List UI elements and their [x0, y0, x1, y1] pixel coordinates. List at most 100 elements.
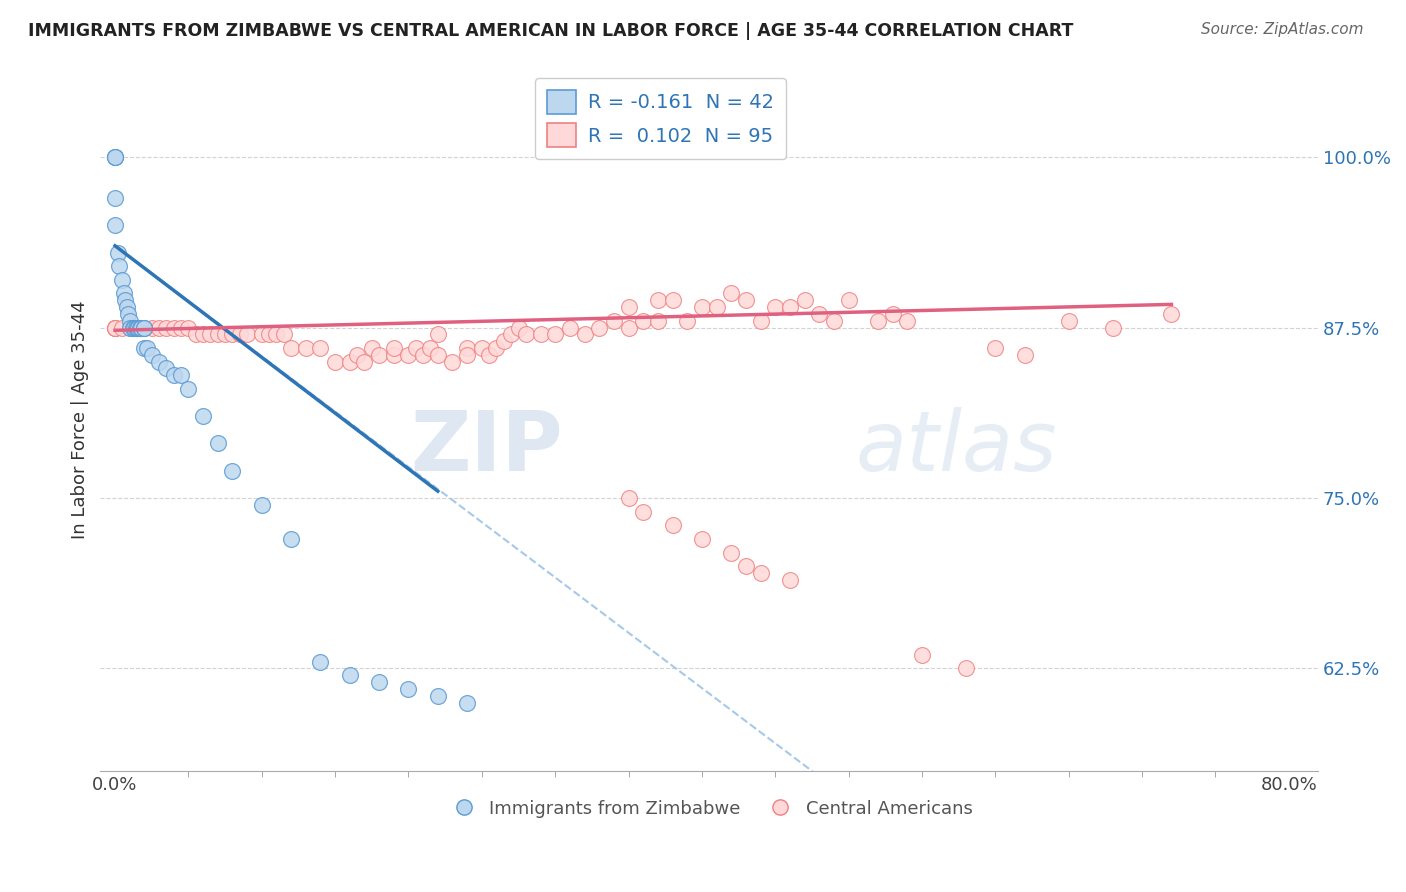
Point — [749, 314, 772, 328]
Point — [617, 300, 640, 314]
Point — [121, 320, 143, 334]
Point — [104, 150, 127, 164]
Point — [911, 648, 934, 662]
Point — [129, 320, 152, 334]
Point — [257, 327, 280, 342]
Point — [280, 341, 302, 355]
Point — [412, 348, 434, 362]
Point — [250, 498, 273, 512]
Point — [866, 314, 889, 328]
Point — [501, 327, 523, 342]
Point — [720, 545, 742, 559]
Point — [405, 341, 427, 355]
Point — [763, 300, 786, 314]
Point — [107, 245, 129, 260]
Point — [529, 327, 551, 342]
Point — [191, 409, 214, 424]
Point — [346, 348, 368, 362]
Point — [125, 320, 148, 334]
Point — [779, 300, 801, 314]
Point — [104, 320, 127, 334]
Point — [122, 320, 145, 334]
Point — [508, 320, 530, 334]
Point — [426, 348, 449, 362]
Point — [558, 320, 581, 334]
Point — [456, 696, 478, 710]
Point — [574, 327, 596, 342]
Point — [104, 320, 127, 334]
Point — [955, 661, 977, 675]
Point — [114, 293, 136, 308]
Point — [273, 327, 295, 342]
Point — [131, 320, 153, 334]
Point — [360, 341, 382, 355]
Point — [661, 293, 683, 308]
Point — [631, 314, 654, 328]
Point — [294, 341, 316, 355]
Point — [214, 327, 236, 342]
Point — [544, 327, 567, 342]
Point — [155, 361, 177, 376]
Point — [118, 320, 141, 334]
Point — [104, 150, 127, 164]
Point — [118, 314, 141, 328]
Point — [221, 464, 243, 478]
Point — [323, 354, 346, 368]
Point — [735, 293, 758, 308]
Point — [104, 150, 127, 164]
Point — [382, 341, 405, 355]
Point — [1160, 307, 1182, 321]
Point — [207, 327, 229, 342]
Point — [690, 532, 713, 546]
Point — [163, 320, 186, 334]
Point — [426, 327, 449, 342]
Point — [191, 327, 214, 342]
Point — [266, 327, 288, 342]
Point — [141, 348, 163, 362]
Point — [207, 436, 229, 450]
Point — [148, 354, 170, 368]
Point — [104, 191, 127, 205]
Point — [478, 348, 501, 362]
Point — [134, 320, 156, 334]
Text: ZIP: ZIP — [411, 407, 564, 488]
Point — [515, 327, 537, 342]
Point — [177, 320, 200, 334]
Point — [706, 300, 728, 314]
Point — [808, 307, 831, 321]
Point — [353, 354, 375, 368]
Point — [603, 314, 626, 328]
Point — [779, 573, 801, 587]
Point — [112, 286, 135, 301]
Text: Source: ZipAtlas.com: Source: ZipAtlas.com — [1201, 22, 1364, 37]
Point — [661, 518, 683, 533]
Point — [125, 320, 148, 334]
Point — [1014, 348, 1036, 362]
Point — [398, 348, 420, 362]
Y-axis label: In Labor Force | Age 35-44: In Labor Force | Age 35-44 — [72, 301, 89, 539]
Point — [111, 273, 134, 287]
Point — [128, 320, 150, 334]
Point — [823, 314, 845, 328]
Point — [124, 320, 146, 334]
Point — [617, 491, 640, 505]
Point — [200, 327, 222, 342]
Point — [720, 286, 742, 301]
Point — [104, 219, 127, 233]
Point — [398, 681, 420, 696]
Point — [485, 341, 508, 355]
Point — [1101, 320, 1123, 334]
Point — [163, 368, 186, 383]
Point — [177, 382, 200, 396]
Point — [155, 320, 177, 334]
Point — [148, 320, 170, 334]
Point — [631, 505, 654, 519]
Point — [115, 300, 138, 314]
Point — [104, 320, 127, 334]
Point — [426, 689, 449, 703]
Point — [339, 354, 361, 368]
Point — [236, 327, 259, 342]
Point — [184, 327, 207, 342]
Point — [1057, 314, 1080, 328]
Point — [838, 293, 860, 308]
